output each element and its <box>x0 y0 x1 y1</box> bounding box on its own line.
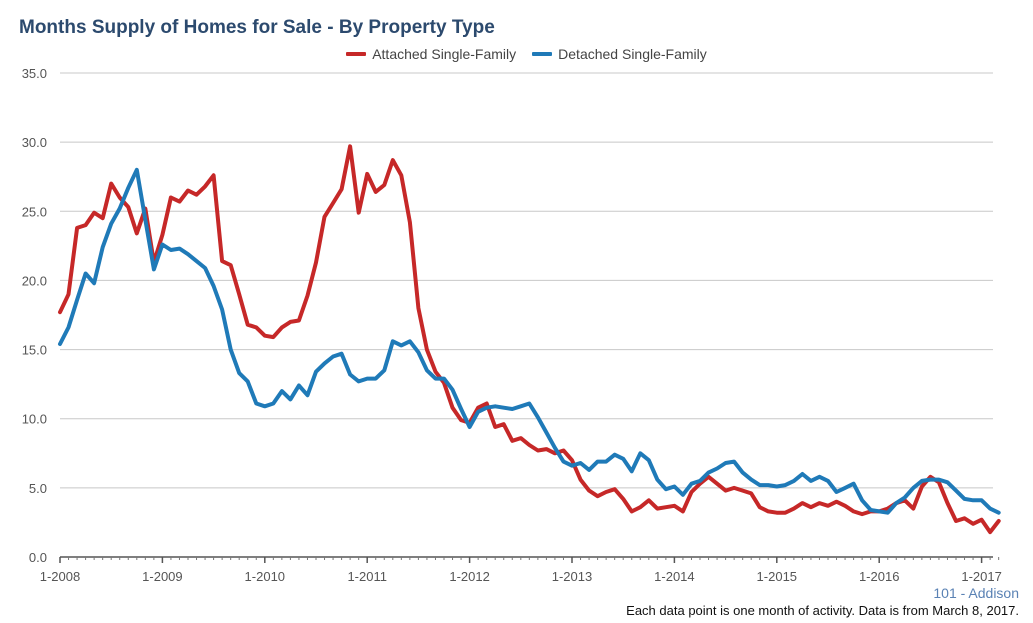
data-source-note: Each data point is one month of activity… <box>626 603 1019 618</box>
x-tick-label: 1-2017 <box>961 569 1001 584</box>
x-tick-label: 1-2011 <box>347 569 387 584</box>
series-line-detached <box>60 170 999 513</box>
y-tick-label: 0.0 <box>29 550 47 565</box>
x-tick-label: 1-2014 <box>654 569 694 584</box>
y-tick-label: 30.0 <box>22 135 47 150</box>
y-tick-label: 15.0 <box>22 343 47 358</box>
y-tick-label: 25.0 <box>22 204 47 219</box>
x-tick-label: 1-2008 <box>40 569 80 584</box>
x-tick-label: 1-2012 <box>449 569 489 584</box>
y-tick-label: 10.0 <box>22 412 47 427</box>
x-tick-label: 1-2016 <box>859 569 899 584</box>
x-tick-label: 1-2013 <box>552 569 592 584</box>
y-tick-label: 5.0 <box>29 481 47 496</box>
y-tick-label: 35.0 <box>22 66 47 81</box>
market-area-label: 101 - Addison <box>933 585 1019 601</box>
x-tick-label: 1-2010 <box>245 569 285 584</box>
line-chart: 0.0 5.0 10.0 15.0 20.0 25.0 30.0 35.0 1-2008 1-20… <box>0 0 1033 623</box>
x-tick-label: 1-2015 <box>757 569 797 584</box>
x-tick-label: 1-2009 <box>142 569 182 584</box>
y-tick-label: 20.0 <box>22 273 47 288</box>
series-line-attached <box>60 146 999 532</box>
